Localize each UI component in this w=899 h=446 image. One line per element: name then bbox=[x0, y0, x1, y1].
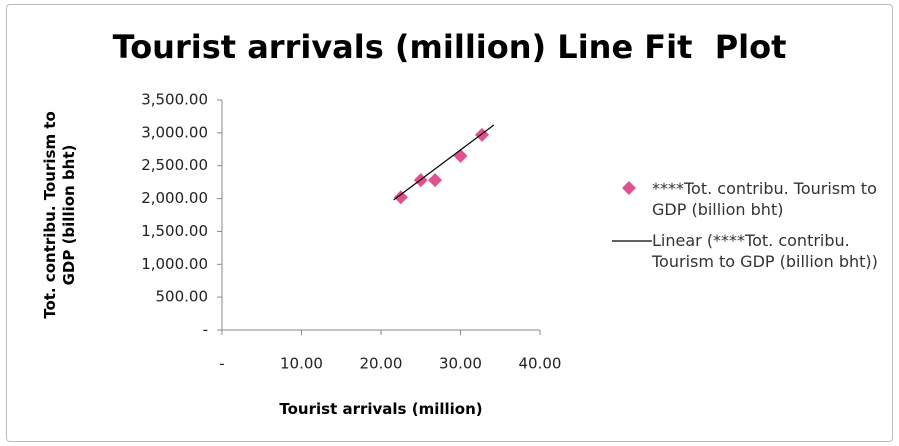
data-point bbox=[474, 127, 489, 142]
trend-line bbox=[393, 124, 495, 201]
y-tick-label: 2,500.00 bbox=[141, 156, 208, 174]
x-tick-label: - bbox=[219, 355, 224, 373]
x-tick-label: 20.00 bbox=[360, 355, 403, 373]
y-tick-label: 3,000.00 bbox=[141, 123, 208, 141]
data-point bbox=[428, 173, 443, 188]
y-tick-label: 2,000.00 bbox=[141, 189, 208, 207]
x-axis-label: Tourist arrivals (million) bbox=[279, 400, 483, 418]
legend-marker bbox=[622, 181, 636, 195]
y-tick-label: 1,500.00 bbox=[141, 222, 208, 240]
y-axis-label: Tot. contribu. Tourism to GDP (billion b… bbox=[41, 111, 78, 319]
data-point bbox=[453, 148, 468, 163]
legend-entry: ****Tot. contribu. Tourism to GDP (billi… bbox=[612, 178, 892, 220]
legend-entry: Linear (****Tot. contribu. Tourism to GD… bbox=[612, 230, 892, 272]
y-tick-label: - bbox=[203, 321, 208, 339]
y-tick-label: 500.00 bbox=[156, 288, 209, 306]
x-tick-label: 10.00 bbox=[280, 355, 323, 373]
legend-label: ****Tot. contribu. Tourism to GDP (billi… bbox=[652, 179, 877, 219]
data-point bbox=[393, 190, 408, 205]
chart-title: Tourist arrivals (million) Line Fit Plot bbox=[112, 28, 787, 66]
y-tick-label: 1,000.00 bbox=[141, 255, 208, 273]
legend: ****Tot. contribu. Tourism to GDP (billi… bbox=[612, 178, 892, 282]
x-tick-label: 30.00 bbox=[439, 355, 482, 373]
chart-frame bbox=[6, 4, 893, 442]
legend-label: Linear (****Tot. contribu. Tourism to GD… bbox=[652, 231, 878, 271]
x-tick-label: 40.00 bbox=[519, 355, 562, 373]
legend-swatch bbox=[622, 181, 636, 195]
legend-swatch bbox=[612, 240, 652, 242]
y-tick-label: 3,500.00 bbox=[141, 91, 208, 109]
